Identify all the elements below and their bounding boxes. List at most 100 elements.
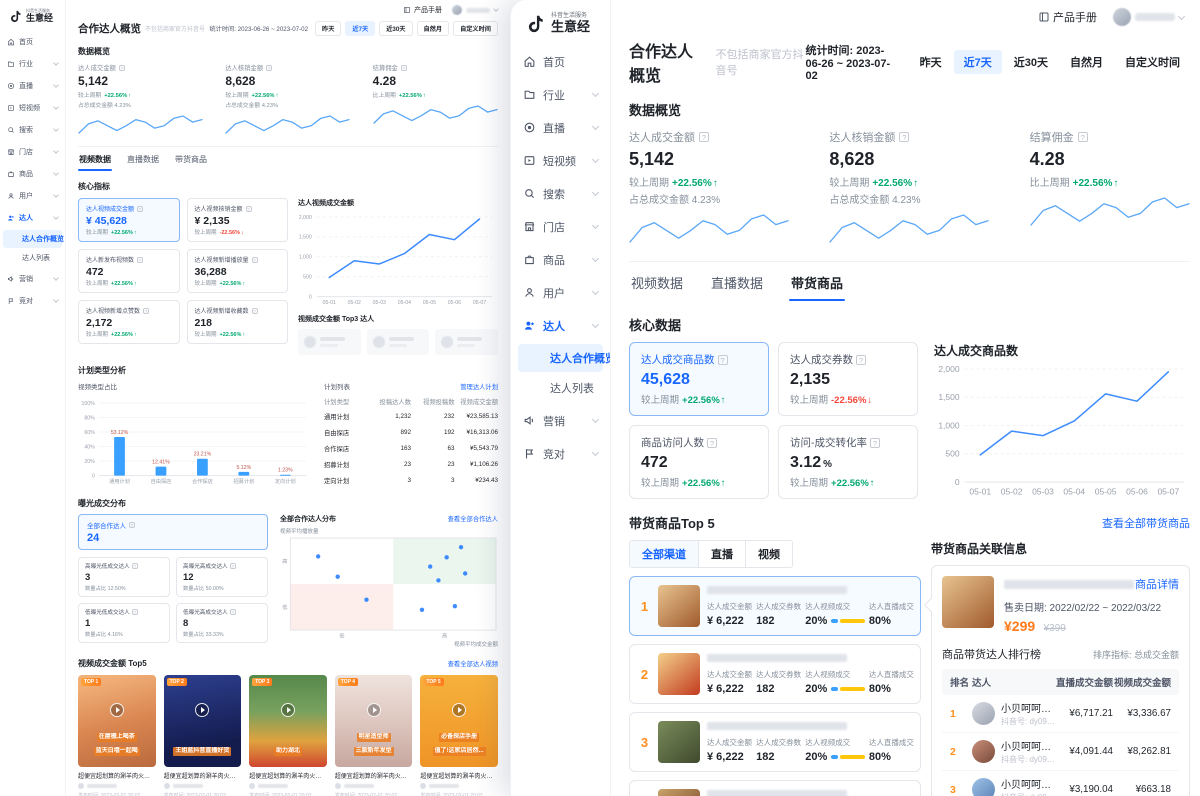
metric-card[interactable]: 达人视频成交金额 ¥ 45,628 较上周期+22.56%↑ [78,198,180,242]
top-product-item[interactable]: 2 达人成交金额 ¥ 6,222 达人成交券数 182 达人视频成交 20% 达人直播… [629,644,921,704]
sidebar-item[interactable]: 达人 [0,207,65,229]
top3-creator-card[interactable] [298,329,361,355]
help-icon[interactable] [129,521,135,528]
metric-card[interactable]: 达人成交券数 2,135 较上周期-22.56%↓ [778,342,918,416]
view-all-videos-link[interactable]: 查看全部达人视频 [447,660,498,668]
top-video-card[interactable]: TOP 4 明星造型师 三款新年发型 超便宜超划算的涮羊肉火锅来... 发布时间:… [334,674,413,796]
top-product-item[interactable]: 1 达人成交金额 ¥ 6,222 达人成交券数 182 达人视频成交 20% 达人直播… [629,576,921,636]
help-icon[interactable] [137,256,144,263]
top3-creator-card[interactable] [435,329,499,355]
product-manual-link[interactable]: 产品手册 [403,5,442,15]
play-icon[interactable] [109,702,124,717]
help-icon[interactable] [400,64,407,71]
video-thumbnail[interactable]: TOP 2 王姐蓝抖音直播好货 [163,674,242,767]
metric-card[interactable]: 访问-成交转化率 3.12% 较上周期+22.56%↑ [778,425,918,499]
help-icon[interactable] [251,256,258,263]
help-icon[interactable] [899,132,910,142]
sidebar-item[interactable]: 营销 [511,404,610,437]
sidebar-item[interactable]: 行业 [0,53,65,75]
user-menu[interactable] [1113,8,1186,26]
exposure-card[interactable]: 高曝光高成交达人 12 数量占比 50.00% [176,556,268,597]
help-icon[interactable] [118,64,125,71]
sidebar-item[interactable]: 用户 [511,276,610,309]
data-tab[interactable]: 带货商品 [789,262,846,301]
help-icon[interactable] [707,437,717,448]
sidebar-item[interactable]: 短视频 [511,144,610,177]
view-all-products-link[interactable]: 查看全部带货商品 [1102,517,1190,530]
metric-card[interactable]: 达人成交商品数 45,628 较上周期+22.56%↑ [629,342,769,416]
sidebar-item[interactable]: 直播 [0,75,65,97]
help-icon[interactable] [870,437,880,448]
top-product-item[interactable]: 3 达人成交金额 ¥ 6,222 达人成交券数 182 达人视频成交 20% 达人直播… [629,712,921,772]
help-icon[interactable] [229,608,236,615]
help-icon[interactable] [266,64,273,71]
sidebar-item[interactable]: 商品 [0,163,65,185]
top-video-card[interactable]: TOP 3 助力湖北 超便宜超划算的涮羊肉火锅来... 发布时间: 2023-0… [249,674,327,796]
video-thumbnail[interactable]: TOP 4 明星造型师 三款新年发型 [334,674,413,767]
data-tab[interactable]: 直播数据 [127,155,159,164]
sidebar-item[interactable]: 直播 [511,111,610,144]
top3-creator-card[interactable] [366,329,430,355]
view-all-creators-link[interactable]: 查看全部合作达人 [447,516,498,524]
metric-card[interactable]: 达人视频新增播放量 36,288 较上周期+22.56%↑ [186,249,288,293]
channel-tab[interactable]: 全部渠道 [630,541,699,567]
top-video-card[interactable]: TOP 1 在屋檐上喝茶 蓝天白墙一起喝 超便宜超划算的涮羊肉火锅来... 发布时… [78,674,156,796]
date-range-button[interactable]: 近7天 [953,50,1002,74]
product-manual-link[interactable]: 产品手册 [1038,9,1097,25]
app-logo[interactable]: 抖音生活服务 生意经 [511,0,610,45]
help-icon[interactable] [251,307,258,314]
help-icon[interactable] [131,608,138,615]
user-menu[interactable] [452,5,499,15]
sidebar-item-creator-overview[interactable]: 达人合作概览 [3,230,64,248]
channel-tab[interactable]: 直播 [699,541,746,567]
play-icon[interactable] [280,702,295,717]
sidebar-item[interactable]: 门店 [511,210,610,243]
sidebar-item[interactable]: 短视频 [0,97,65,119]
date-range-button[interactable]: 近7天 [345,21,376,36]
sidebar-item-creator-list[interactable]: 达人列表 [22,255,50,262]
help-icon[interactable] [131,562,138,569]
play-icon[interactable] [195,702,210,717]
sidebar-item-creator-list[interactable]: 达人列表 [550,383,594,395]
data-tab[interactable]: 直播数据 [711,276,764,291]
data-tab[interactable]: 视频数据 [78,147,112,171]
help-icon[interactable] [856,354,866,365]
total-creators-card[interactable]: 全部合作达人 24 [78,513,268,550]
help-icon[interactable] [245,205,252,212]
date-range-button[interactable]: 昨天 [315,21,342,36]
play-icon[interactable] [366,702,381,717]
date-range-button[interactable]: 自然月 [416,21,450,36]
app-logo[interactable]: 抖音生活服务 生意经 [0,0,65,31]
sidebar-item[interactable]: 竞对 [511,437,610,470]
sidebar-item[interactable]: 达人 [511,309,610,342]
date-range-button[interactable]: 近30天 [379,21,413,36]
video-thumbnail[interactable]: TOP 3 助力湖北 [249,674,327,767]
sidebar-item[interactable]: 门店 [0,141,65,163]
data-tab[interactable]: 视频数据 [631,276,684,291]
top-video-card[interactable]: TOP 2 王姐蓝抖音直播好货 超便宜超划算的涮羊肉火锅来... 发布时间: 2… [163,674,242,796]
help-icon[interactable] [1077,132,1088,142]
sidebar-item[interactable]: 搜索 [0,119,65,141]
sidebar-item[interactable]: 首页 [511,45,610,78]
sidebar-item[interactable]: 行业 [511,78,610,111]
help-icon[interactable] [717,354,728,365]
date-range-button[interactable]: 自定义时间 [453,21,498,36]
sidebar-item-creator-overview[interactable]: 达人合作概览 [518,344,610,372]
help-icon[interactable] [137,205,144,212]
product-detail-link[interactable]: 商品详情 [1135,579,1179,591]
sidebar-item[interactable]: 搜索 [511,177,610,210]
sidebar-item[interactable]: 用户 [0,185,65,207]
exposure-card[interactable]: 低曝光低成交达人 1 数量占比 4.16% [78,602,170,643]
help-icon[interactable] [699,132,709,142]
play-icon[interactable] [452,702,467,717]
date-range-button[interactable]: 昨天 [909,50,952,74]
channel-tab[interactable]: 视频 [746,541,792,567]
manage-plans-link[interactable]: 管理达人计划 [460,383,498,391]
data-tab[interactable]: 带货商品 [175,155,207,164]
metric-card[interactable]: 达人新发布视频数 472 较上周期+22.56%↑ [78,249,180,293]
exposure-card[interactable]: 低曝光高成交达人 8 数量占比 33.33% [176,602,268,643]
sidebar-item[interactable]: 首页 [0,31,65,53]
video-thumbnail[interactable]: TOP 5 必备探店手册 值了!这家店居然... [420,674,498,767]
sidebar-item[interactable]: 营销 [0,268,65,290]
